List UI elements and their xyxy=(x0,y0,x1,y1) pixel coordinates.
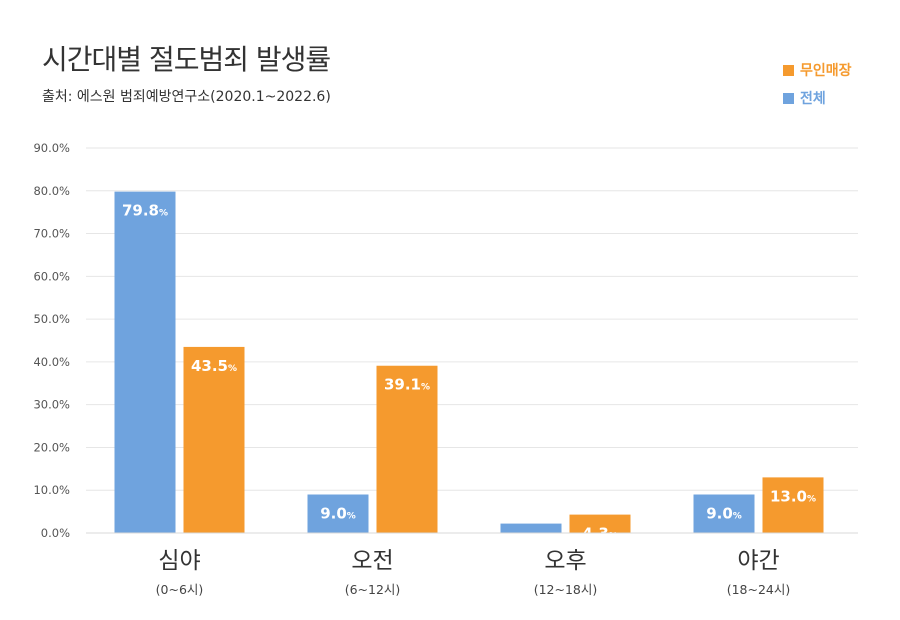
legend-swatch-store xyxy=(783,64,794,76)
y-tick-label: 90.0% xyxy=(33,141,70,155)
bar-total xyxy=(114,191,176,533)
chart-title: 시간대별 절도범죄 발생률 xyxy=(42,43,331,76)
legend-item-total: 전체 xyxy=(783,88,852,108)
data-label-total: 79.8% xyxy=(122,202,168,220)
bar-store xyxy=(762,477,824,533)
bar-store xyxy=(183,346,245,533)
y-tick-label: 70.0% xyxy=(33,227,70,241)
category-label: 오후 xyxy=(544,548,586,574)
data-label-total: 9.0% xyxy=(320,505,356,523)
legend-label-store: 무인매장 xyxy=(800,63,852,79)
category-sublabel: (0~6시) xyxy=(156,582,204,597)
bar-store xyxy=(376,365,438,533)
legend-label-total: 전체 xyxy=(800,91,826,107)
legend: 무인매장 전체 xyxy=(783,60,852,116)
category-label: 야간 xyxy=(737,548,779,574)
y-tick-label: 50.0% xyxy=(33,312,70,326)
legend-swatch-total xyxy=(783,92,794,104)
data-label-total: 2.2% xyxy=(513,534,549,552)
category-sublabel: (12~18시) xyxy=(534,582,598,597)
bar-total xyxy=(307,494,369,533)
y-tick-label: 60.0% xyxy=(33,269,70,283)
y-tick-label: 0.0% xyxy=(41,526,70,540)
bar-total xyxy=(500,523,562,533)
data-label-total: 9.0% xyxy=(706,505,742,523)
data-label-store: 13.0% xyxy=(770,487,816,505)
bar-total xyxy=(693,494,755,533)
y-tick-label: 10.0% xyxy=(33,483,70,497)
chart-source: 출처: 에스원 범죄예방연구소(2020.1~2022.6) xyxy=(42,89,331,105)
data-label-store: 4.3% xyxy=(582,525,618,543)
y-tick-label: 20.0% xyxy=(33,440,70,454)
category-sublabel: (18~24시) xyxy=(727,582,791,597)
y-tick-label: 40.0% xyxy=(33,355,70,369)
category-label: 심야 xyxy=(158,548,200,574)
bar-store xyxy=(569,514,631,533)
category-label: 오전 xyxy=(351,548,393,574)
y-tick-label: 30.0% xyxy=(33,398,70,412)
category-sublabel: (6~12시) xyxy=(345,582,401,597)
data-label-store: 39.1% xyxy=(384,376,430,394)
legend-item-store: 무인매장 xyxy=(783,60,852,80)
y-tick-label: 80.0% xyxy=(33,184,70,198)
data-label-store: 43.5% xyxy=(191,357,237,375)
